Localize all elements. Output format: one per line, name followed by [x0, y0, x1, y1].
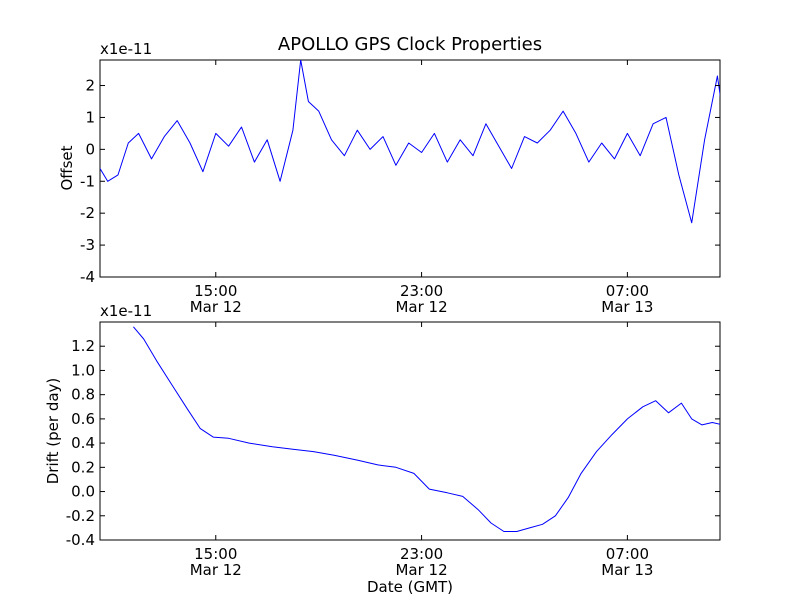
drift-panel: x1e-11 Drift (per day) Date (GMT) -0.4 -0…	[44, 302, 721, 596]
drift-y-tick-label: 0.2	[71, 458, 95, 476]
drift-plot-frame	[99, 321, 721, 541]
drift-y-tick-label: 1.2	[71, 337, 95, 355]
drift-y-tick-label: 0.8	[71, 386, 95, 404]
offset-y-tick-label: 1	[85, 108, 95, 126]
drift-multiplier: x1e-11	[100, 302, 152, 320]
offset-multiplier: x1e-11	[100, 40, 152, 58]
offset-x-tick-label-time: 07:00	[606, 282, 649, 300]
offset-y-label: Offset	[58, 145, 76, 190]
offset-y-tick-label: 2	[85, 77, 95, 95]
drift-x-tick-label-time: 15:00	[194, 545, 237, 563]
drift-x-tick-label-date: Mar 12	[190, 561, 242, 579]
drift-y-tick-label: 0.0	[71, 483, 95, 501]
drift-y-tick-label: 1.0	[71, 361, 95, 379]
drift-x-tick-label-time: 07:00	[606, 545, 649, 563]
drift-series-line	[133, 326, 720, 532]
offset-y-tick-label: 0	[85, 140, 95, 158]
offset-series-line	[100, 60, 720, 224]
offset-y-tick-label: -4	[80, 268, 95, 286]
offset-x-tick-label-date: Mar 13	[601, 298, 653, 316]
offset-y-tick-label: -1	[80, 172, 95, 190]
offset-y-tick-label: -3	[80, 236, 95, 254]
offset-y-tick-label: -2	[80, 204, 95, 222]
drift-y-tick-label: 0.6	[71, 410, 95, 428]
offset-plot-frame	[99, 59, 721, 278]
drift-y-tick-label: 0.4	[71, 434, 95, 452]
offset-x-tick-label-date: Mar 12	[395, 298, 447, 316]
drift-y-label: Drift (per day)	[44, 378, 62, 485]
offset-x-tick-label-time: 15:00	[194, 282, 237, 300]
offset-x-tick-label-date: Mar 12	[190, 298, 242, 316]
drift-x-tick-label-date: Mar 13	[601, 561, 653, 579]
drift-y-tick-label: -0.4	[66, 531, 95, 549]
drift-x-tick-label-time: 23:00	[400, 545, 443, 563]
drift-x-tick-label-date: Mar 12	[395, 561, 447, 579]
chart-title: APOLLO GPS Clock Properties	[278, 34, 542, 55]
drift-y-tick-label: -0.2	[66, 507, 95, 525]
drift-x-label: Date (GMT)	[367, 578, 453, 596]
offset-x-tick-label-time: 23:00	[400, 282, 443, 300]
